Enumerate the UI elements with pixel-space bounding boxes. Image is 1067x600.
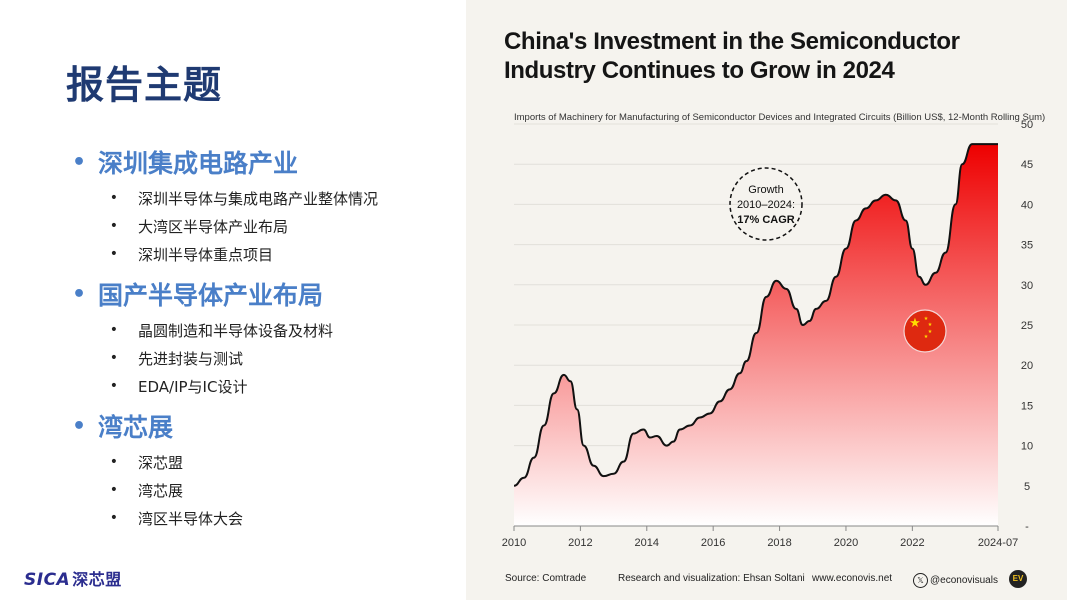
credit-text: Research and visualization: Ehsan Soltan…: [618, 573, 805, 584]
svg-text:★: ★: [909, 316, 921, 331]
sub-item-text: 先进封装与测试: [138, 349, 244, 368]
bullet-icon: •: [109, 482, 118, 498]
svg-text:★: ★: [928, 322, 933, 328]
x-tick-label: 2018: [767, 537, 791, 549]
x-axis: 2010 2012 2014 2016 2018 2020 2022 2024-07: [502, 525, 1018, 549]
bullet-icon: •: [109, 378, 118, 394]
sub-item-text: 深圳半导体重点项目: [138, 245, 274, 264]
svg-text:★: ★: [924, 316, 929, 322]
sub-list: • 深圳半导体与集成电路产业整体情况 • 大湾区半导体产业布局 • 深圳半导体重点项目: [72, 184, 452, 268]
section-heading: • 国产半导体产业布局: [72, 274, 452, 314]
x-tick-label: 2022: [900, 537, 924, 549]
x-tick-label: 2024-07: [978, 537, 1018, 549]
bullet-icon: •: [109, 454, 118, 470]
bullet-icon: •: [109, 350, 118, 366]
sub-item-text: 大湾区半导体产业布局: [138, 217, 289, 236]
sub-item-text: 深圳半导体与集成电路产业整体情况: [138, 189, 379, 208]
sub-item-text: EDA/IP与IC设计: [138, 377, 248, 396]
x-tick-label: 2012: [568, 537, 592, 549]
chart-panel: China's Investment in the Semiconductor …: [466, 0, 1067, 600]
ev-logo-icon: EV: [1009, 570, 1027, 588]
bullet-icon: •: [72, 413, 87, 439]
bullet-icon: •: [109, 190, 118, 206]
annotation-line: Growth: [748, 184, 783, 196]
sub-item: • 大湾区半导体产业布局: [72, 212, 452, 240]
bullet-icon: •: [72, 149, 87, 175]
topic-section: • 国产半导体产业布局 • 晶圆制造和半导体设备及材料 • 先进封装与测试 • EDA…: [72, 274, 452, 400]
y-tick-label: 35: [1021, 240, 1033, 252]
y-tick-label: 50: [1021, 119, 1033, 131]
y-tick-label: 40: [1021, 199, 1033, 211]
y-axis: - 5 10 15 20 25 30 35 40 45 50: [1021, 119, 1033, 533]
chart-subtitle: Imports of Machinery for Manufacturing o…: [514, 112, 1046, 123]
topic-list: • 深圳集成电路产业 • 深圳半导体与集成电路产业整体情况 • 大湾区半导体产业布局…: [72, 142, 452, 538]
bullet-icon: •: [109, 218, 118, 234]
annotation-line: 2010–2024:: [737, 199, 795, 211]
section-heading-text: 国产半导体产业布局: [98, 281, 324, 310]
y-tick-label: 45: [1021, 159, 1033, 171]
topic-section: • 深圳集成电路产业 • 深圳半导体与集成电路产业整体情况 • 大湾区半导体产业布局…: [72, 142, 452, 268]
svg-text:★: ★: [924, 334, 929, 340]
annotation-line: 17% CAGR: [737, 214, 795, 226]
sub-item: • 深圳半导体重点项目: [72, 240, 452, 268]
slide-left-panel: 报告主题 • 深圳集成电路产业 • 深圳半导体与集成电路产业整体情况 • 大湾区半导…: [0, 0, 466, 600]
topic-section: • 湾芯展 • 深芯盟 • 湾芯展 • 湾区半导体大会: [72, 406, 452, 532]
sub-item: • 深圳半导体与集成电路产业整体情况: [72, 184, 452, 212]
sub-item: • EDA/IP与IC设计: [72, 372, 452, 400]
logo-cn-text: 深芯盟: [72, 570, 122, 589]
y-tick-label: 25: [1021, 320, 1033, 332]
section-heading-text: 湾芯展: [98, 413, 174, 442]
svg-text:★: ★: [928, 329, 933, 335]
sub-item: • 晶圆制造和半导体设备及材料: [72, 316, 452, 344]
chart-title: China's Investment in the Semiconductor …: [504, 28, 960, 84]
sub-item-text: 湾芯展: [138, 481, 184, 500]
x-tick-label: 2014: [635, 537, 659, 549]
section-heading: • 湾芯展: [72, 406, 452, 446]
bullet-icon: •: [109, 246, 118, 262]
cagr-annotation: Growth 2010–2024: 17% CAGR: [729, 167, 803, 241]
sica-logo: SICA 深芯盟: [24, 566, 122, 590]
sub-list: • 深芯盟 • 湾芯展 • 湾区半导体大会: [72, 448, 452, 532]
section-heading: • 深圳集成电路产业: [72, 142, 452, 182]
x-tick-label: 2020: [834, 537, 858, 549]
y-tick-label: 10: [1021, 441, 1033, 453]
y-tick-label: 20: [1021, 360, 1033, 372]
annotation-circle: [729, 167, 803, 241]
sub-item: • 深芯盟: [72, 448, 452, 476]
series-area: [514, 144, 998, 526]
sub-item-text: 深芯盟: [138, 453, 184, 472]
slide-title: 报告主题: [66, 63, 223, 107]
handle-text: @econovisuals: [930, 575, 998, 587]
y-tick-label: -: [1025, 521, 1029, 533]
sub-list: • 晶圆制造和半导体设备及材料 • 先进封装与测试 • EDA/IP与IC设计: [72, 316, 452, 400]
sub-item-text: 湾区半导体大会: [138, 509, 244, 528]
y-tick-label: 30: [1021, 280, 1033, 292]
bullet-icon: •: [109, 322, 118, 338]
x-tick-label: 2010: [502, 537, 526, 549]
sub-item: • 湾芯展: [72, 476, 452, 504]
social-handle[interactable]: 𝕏 @econovisuals: [913, 573, 998, 588]
sub-item: • 湾区半导体大会: [72, 504, 452, 532]
series-line: [513, 143, 998, 487]
bullet-icon: •: [109, 510, 118, 526]
section-heading-text: 深圳集成电路产业: [98, 149, 299, 178]
bullet-icon: •: [72, 281, 87, 307]
x-logo-icon: 𝕏: [913, 573, 928, 588]
sub-item-text: 晶圆制造和半导体设备及材料: [138, 321, 334, 340]
y-tick-label: 5: [1024, 481, 1030, 493]
y-tick-label: 15: [1021, 400, 1033, 412]
sub-item: • 先进封装与测试: [72, 344, 452, 372]
website-link[interactable]: www.econovis.net: [812, 573, 893, 584]
source-text: Source: Comtrade: [505, 573, 587, 584]
x-tick-label: 2016: [701, 537, 725, 549]
logo-text: SICA: [24, 570, 71, 590]
china-flag-icon: ★ ★ ★ ★ ★: [903, 309, 947, 353]
